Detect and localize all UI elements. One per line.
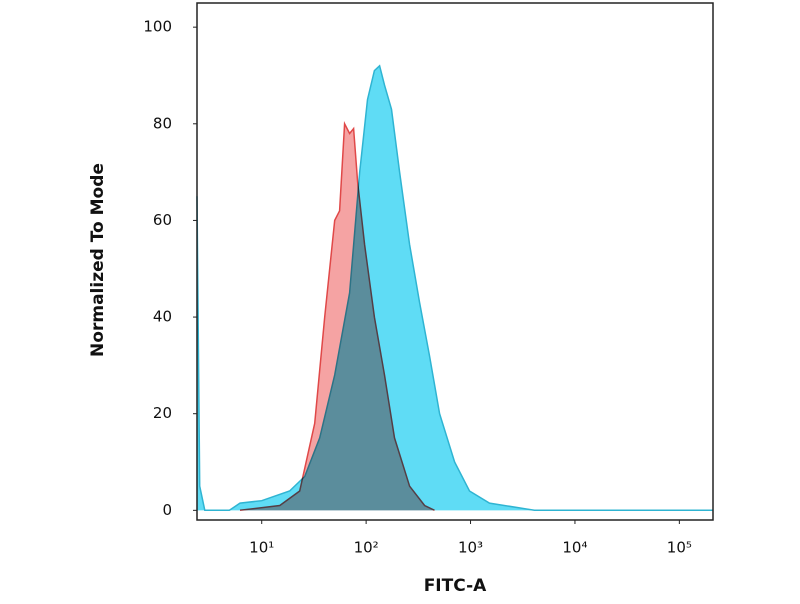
y-tick-label: 20 (153, 404, 172, 422)
area-line (239, 121, 435, 512)
x-tick-label: 10¹ (249, 539, 274, 557)
x-tick-label: 10⁵ (667, 539, 692, 557)
plot-area (196, 64, 713, 512)
x-tick-label: 10² (354, 539, 379, 557)
y-tick-label: 60 (153, 211, 172, 229)
x-tick-label: 10³ (458, 539, 483, 557)
x-tick-label: 10⁴ (562, 539, 587, 557)
plot-frame (196, 2, 714, 521)
y-tick-label: 0 (162, 501, 172, 519)
y-tick-label: 80 (153, 114, 172, 132)
series-group (239, 121, 435, 512)
y-axis-title: Normalized To Mode (88, 163, 108, 357)
area-fill (240, 123, 435, 511)
area-line (196, 64, 713, 512)
area-fill (197, 65, 713, 511)
x-axis-title: FITC-A (424, 576, 487, 596)
y-tick-label: 100 (143, 18, 172, 36)
series-group (196, 64, 713, 512)
y-tick-label: 40 (153, 308, 172, 326)
